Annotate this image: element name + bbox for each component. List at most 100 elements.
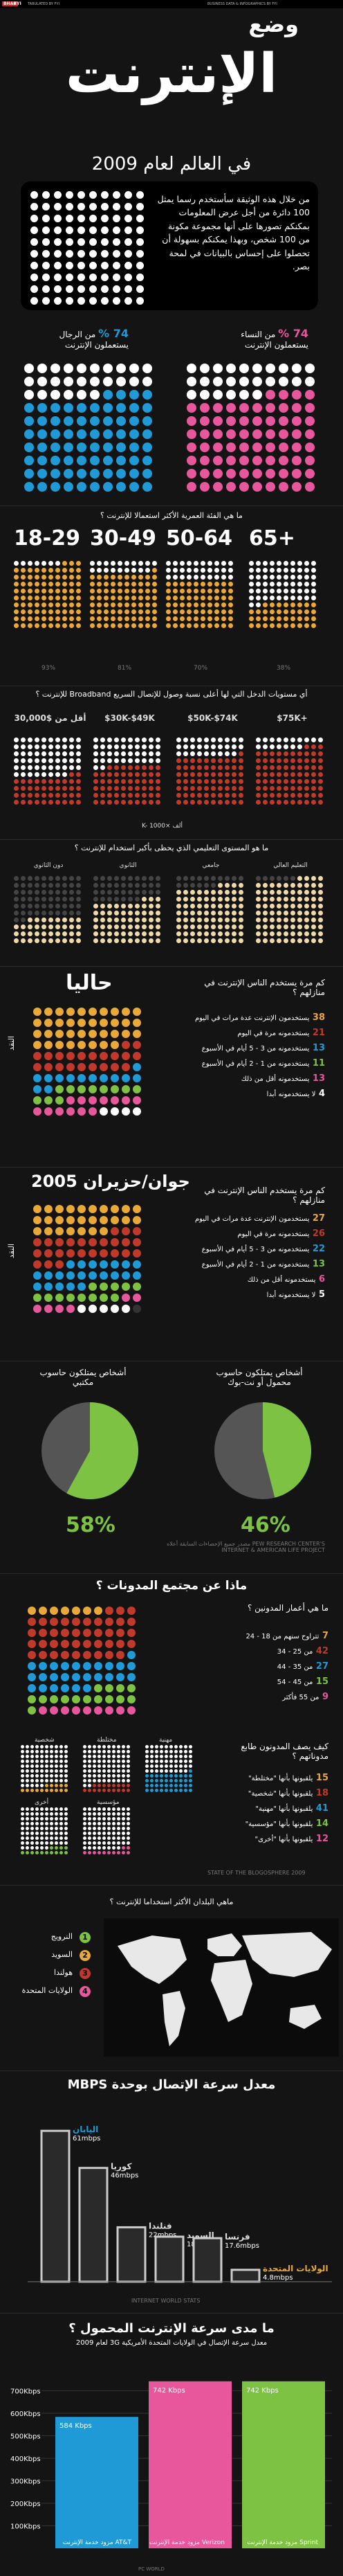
dot — [94, 1607, 102, 1615]
dot — [21, 1817, 24, 1821]
country-item: هولندا 3 — [17, 1968, 91, 1979]
dot — [263, 918, 268, 922]
dot — [304, 876, 309, 881]
dot — [35, 1807, 39, 1811]
dot — [26, 1822, 29, 1825]
dot — [14, 890, 19, 895]
dot — [155, 1769, 158, 1773]
dot — [149, 800, 154, 805]
dot — [77, 1249, 86, 1258]
dot — [249, 616, 254, 621]
dot — [239, 758, 243, 763]
dot — [122, 1107, 130, 1116]
dot — [121, 737, 126, 742]
dot — [129, 456, 139, 465]
dot — [76, 589, 81, 593]
dot — [100, 772, 105, 777]
dot — [102, 1822, 106, 1825]
women-stat: 74 % من النساء يستعملون الإنترنت — [205, 327, 308, 350]
dot — [77, 403, 86, 413]
speed-value-label: 4.8mbps — [263, 2274, 293, 2282]
dot — [114, 924, 119, 929]
dot — [14, 772, 19, 777]
dot — [142, 377, 152, 386]
dot — [48, 911, 53, 915]
dot — [112, 1764, 115, 1768]
mobile-ytick: 700Kbps — [10, 2388, 41, 2396]
dot — [304, 931, 309, 936]
dot — [194, 602, 198, 607]
dot — [297, 911, 302, 915]
dot — [83, 1745, 86, 1748]
dot — [41, 938, 46, 943]
dot — [39, 1695, 47, 1703]
dot — [165, 1745, 168, 1748]
dot — [277, 897, 281, 902]
laptop-title: أشخاص يمتلكون حاسوب محمول أو نت-بوك — [216, 1368, 303, 1387]
dot — [21, 609, 26, 614]
dot — [33, 1305, 41, 1313]
dot — [133, 1249, 141, 1258]
dot — [149, 876, 154, 881]
dot — [112, 1774, 115, 1778]
legend-row: 21 يستخدمونه مرة في اليوم — [159, 1028, 325, 1038]
dot — [149, 793, 154, 798]
dot — [169, 1789, 173, 1792]
dot — [121, 924, 126, 929]
dot — [284, 737, 288, 742]
dot — [207, 589, 212, 593]
dot — [292, 416, 302, 426]
dot — [45, 1769, 48, 1773]
dot — [30, 262, 38, 269]
dot — [252, 469, 262, 478]
country-item: الولايات المتحدة 4 — [17, 1986, 91, 1997]
dot — [226, 429, 236, 439]
dot — [100, 779, 105, 784]
dot — [127, 1662, 136, 1670]
dot — [211, 751, 216, 756]
dot — [135, 800, 140, 805]
dot — [142, 765, 147, 770]
dot — [83, 1827, 86, 1830]
dot — [62, 897, 67, 902]
dot — [28, 883, 33, 888]
dot — [121, 744, 126, 749]
dot — [122, 1216, 130, 1224]
dot — [35, 1827, 39, 1830]
dot — [218, 779, 223, 784]
dot — [55, 1836, 58, 1840]
dot — [50, 1769, 53, 1773]
dot — [77, 215, 85, 222]
dot — [194, 568, 198, 573]
dot — [197, 883, 202, 888]
dot — [128, 918, 133, 922]
dot — [66, 1008, 75, 1016]
dot — [232, 800, 237, 805]
country-name: الولايات المتحدة — [21, 1986, 73, 1995]
dot — [277, 589, 281, 593]
dot — [197, 744, 202, 749]
dot — [21, 1789, 24, 1792]
dot — [117, 1755, 120, 1758]
dot — [45, 1784, 48, 1787]
dot — [64, 1817, 68, 1821]
dot — [93, 800, 98, 805]
dot — [187, 589, 192, 593]
dot — [50, 1607, 58, 1615]
dot — [21, 911, 26, 915]
dot — [149, 737, 154, 742]
dot — [76, 772, 81, 777]
dot — [239, 429, 249, 439]
dot — [189, 1784, 192, 1787]
dot — [127, 1673, 136, 1681]
dot — [173, 609, 178, 614]
legend-row: 13 يستخدمونه من 3 - 5 أيام في الأسبوع — [159, 1043, 325, 1053]
dot — [107, 897, 112, 902]
speed-bar — [78, 2167, 109, 2283]
dot — [28, 744, 33, 749]
dot — [83, 1629, 91, 1637]
dot — [66, 1271, 75, 1280]
dot — [263, 924, 268, 929]
dot — [55, 800, 60, 805]
dot — [111, 1227, 119, 1235]
